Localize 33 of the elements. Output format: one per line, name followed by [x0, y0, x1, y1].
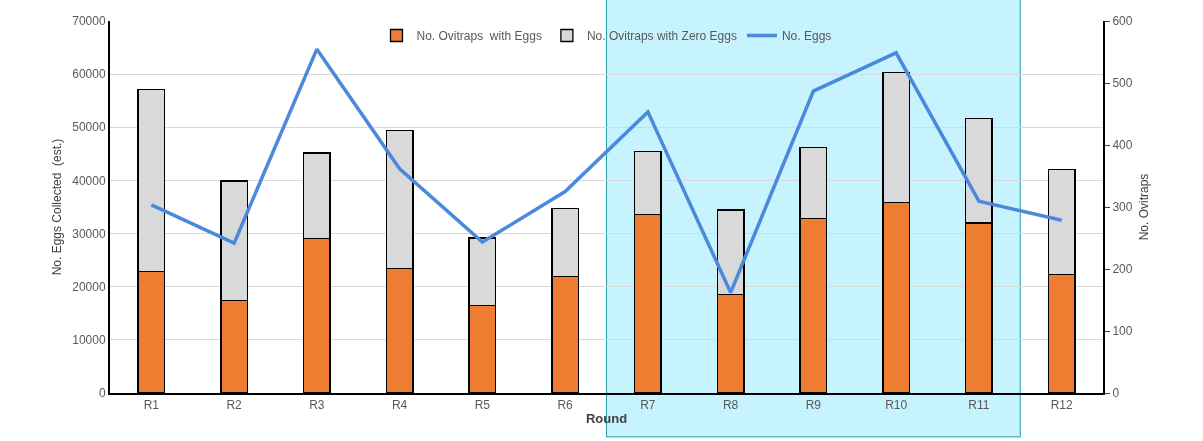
x-tick-label: R12: [1050, 398, 1073, 413]
y-tick-label: 10000: [72, 333, 106, 348]
x-tick-label: R7: [640, 398, 656, 413]
y2-tick-label: 500: [1112, 76, 1133, 91]
x-tick-label: R9: [805, 398, 822, 413]
x-tick-label: R8: [722, 398, 739, 413]
x-tick-label: R4: [391, 398, 408, 413]
x-tick-label: R1: [143, 398, 160, 413]
y-tick-label: 70000: [72, 14, 106, 29]
y2-tick-label: 100: [1112, 324, 1133, 339]
y-tick-label: 20000: [72, 279, 106, 294]
legend-label: No. Eggs: [781, 29, 832, 44]
y2-tick-label: 400: [1112, 138, 1133, 153]
legend-label: No. Ovitraps with Eggs: [416, 29, 542, 44]
y-tick-label: 0: [98, 386, 106, 401]
legend-label: No. Ovitraps with Zero Eggs: [586, 29, 737, 44]
y2-tick-label: 0: [1112, 386, 1120, 401]
x-tick-label: R5: [474, 398, 491, 413]
y-tick-label: 60000: [72, 67, 106, 82]
x-tick-label: R6: [557, 398, 574, 413]
y-tick-label: 40000: [72, 173, 106, 188]
y2-tick-label: 200: [1112, 262, 1133, 277]
x-tick-label: R11: [968, 398, 990, 413]
x-tick-label: R2: [226, 398, 243, 413]
y-tick-label: 50000: [72, 120, 106, 135]
x-tick-label: R3: [309, 398, 325, 413]
y-axis-title: No. Eggs Collected (est.): [50, 138, 65, 276]
y2-tick-label: 300: [1112, 200, 1133, 215]
y-tick-label: 30000: [72, 226, 106, 241]
x-tick-label: R10: [885, 398, 908, 413]
y2-tick-label: 600: [1112, 14, 1133, 29]
line-series: [149, 47, 1064, 295]
y2-axis-title: No. Ovitraps: [1137, 173, 1152, 241]
